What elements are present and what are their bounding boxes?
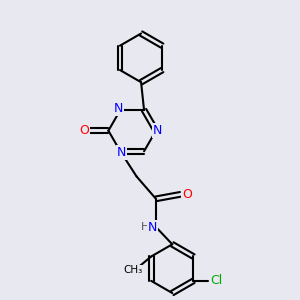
Text: N: N xyxy=(153,124,162,137)
Text: Cl: Cl xyxy=(211,274,223,287)
Text: N: N xyxy=(117,146,127,159)
Text: N: N xyxy=(114,102,124,115)
Text: O: O xyxy=(79,124,89,137)
Text: N: N xyxy=(148,220,157,234)
Text: CH₃: CH₃ xyxy=(124,266,143,275)
Text: H: H xyxy=(140,222,149,232)
Text: O: O xyxy=(182,188,192,201)
